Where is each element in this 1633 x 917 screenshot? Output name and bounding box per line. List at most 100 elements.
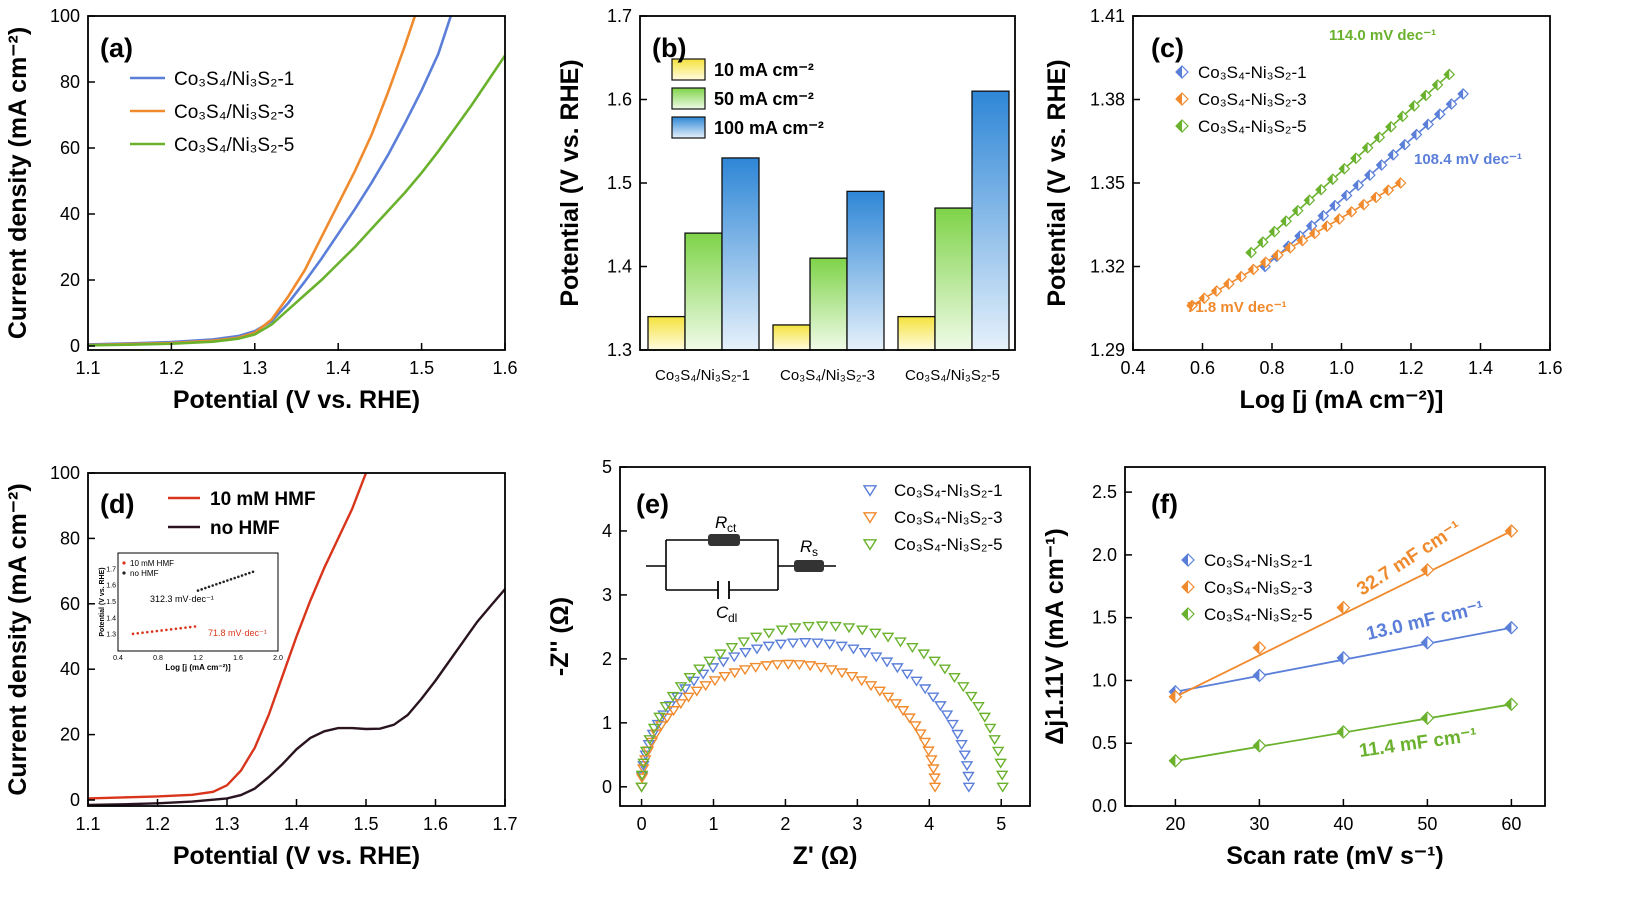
d-inset-point <box>196 589 200 592</box>
c-marker <box>1431 79 1444 91</box>
c-xtick-label: 0.8 <box>1259 358 1284 378</box>
c-marker <box>1345 205 1358 218</box>
f-marker-fill <box>1169 690 1176 703</box>
f-legend-marker-fill <box>1182 554 1188 566</box>
c-marker-fill <box>1236 271 1242 282</box>
d-inset-point <box>222 580 225 584</box>
e-marker <box>636 764 650 775</box>
b-bar <box>772 324 811 351</box>
d-ytick-label: 60 <box>60 594 80 614</box>
c-marker-fill <box>1434 109 1440 120</box>
c-marker <box>1303 194 1316 207</box>
c-marker-fill <box>1272 250 1278 261</box>
e-marker <box>894 637 907 648</box>
e-legend-marker <box>862 539 878 551</box>
e-marker <box>994 758 1007 769</box>
e-marker <box>660 713 674 724</box>
c-marker <box>1186 299 1198 312</box>
c-marker <box>1364 169 1376 181</box>
c-marker <box>1268 225 1281 238</box>
f-marker <box>1420 563 1435 577</box>
f-marker-fill <box>1337 601 1344 614</box>
c-marker-fill <box>1458 88 1464 99</box>
f-marker-fill <box>1337 651 1344 664</box>
f-marker-fill <box>1421 636 1428 649</box>
c-legend-marker-fill <box>1176 120 1182 132</box>
b-bar <box>846 190 885 351</box>
e-marker <box>869 628 882 639</box>
e-marker <box>896 706 910 717</box>
c-marker <box>1408 100 1421 112</box>
f-marker-fill <box>1169 754 1176 767</box>
f-marker <box>1336 600 1351 615</box>
e-marker <box>774 639 788 650</box>
e-marker <box>996 782 1009 793</box>
f-marker <box>1168 753 1183 768</box>
d-ytick-label: 0 <box>70 790 80 810</box>
e-marker <box>653 712 666 723</box>
e-marker <box>802 621 815 632</box>
c-slope-label: 114.0 mV dec⁻¹ <box>1329 27 1436 44</box>
c-marker-fill <box>1199 293 1205 304</box>
c-marker <box>1326 173 1339 186</box>
d-xlabel: Potential (V vs. RHE) <box>173 842 420 870</box>
c-marker-fill <box>1260 257 1266 268</box>
c-marker-fill <box>1339 163 1345 174</box>
e-marker <box>798 638 812 649</box>
e-marker <box>845 671 859 682</box>
f-ytick-label: 1.5 <box>1092 608 1117 628</box>
c-marker <box>1291 204 1304 217</box>
b-legend-swatch <box>671 58 706 81</box>
d-xtick-label: 1.4 <box>284 814 309 834</box>
e-legend-marker <box>862 485 878 497</box>
c-marker <box>1338 162 1351 175</box>
f-marker-fill <box>1505 621 1512 634</box>
e-marker <box>925 755 938 766</box>
e-marker <box>960 761 974 772</box>
e-marker <box>842 623 856 634</box>
c-xtick-label: 0.6 <box>1190 358 1215 378</box>
d-xtick-label: 1.3 <box>214 814 239 834</box>
e-legend-marker <box>862 512 878 524</box>
e-marker <box>962 771 975 782</box>
e-xtick-label: 3 <box>852 814 862 834</box>
e-marker <box>699 681 712 692</box>
e-legend-label: Co₃S₄-Ni₃S₂-5 <box>894 535 1003 554</box>
f-marker <box>1420 635 1435 650</box>
b-bar <box>971 90 1010 351</box>
e-marker <box>750 644 764 655</box>
e-marker <box>906 643 919 654</box>
c-legend-marker <box>1175 119 1189 133</box>
c-marker <box>1457 88 1469 100</box>
e-marker <box>749 632 763 643</box>
e-circuit-rct <box>708 534 740 546</box>
e-ytick-label: 4 <box>602 521 612 541</box>
e-marker <box>814 662 828 673</box>
c-marker-fill <box>1420 90 1426 101</box>
b-ylabel: Potential (V vs. RHE) <box>556 59 584 306</box>
c-marker-fill <box>1358 199 1364 210</box>
e-xtick-label: 4 <box>924 814 934 834</box>
c-marker-fill <box>1364 170 1370 181</box>
e-marker <box>635 782 648 793</box>
a-panel-label: (a) <box>100 33 133 63</box>
e-marker <box>635 770 649 781</box>
c-ytick-label: 1.29 <box>1090 340 1125 360</box>
f-marker-fill <box>1337 725 1344 738</box>
e-marker <box>825 665 838 676</box>
e-ytick-label: 3 <box>602 585 612 605</box>
a-ytick-label: 0 <box>70 336 80 356</box>
c-marker <box>1308 227 1321 240</box>
e-marker <box>965 691 978 702</box>
c-marker <box>1396 110 1409 123</box>
e-marker <box>991 746 1005 757</box>
e-marker <box>674 682 688 693</box>
e-marker <box>682 692 695 703</box>
d-ytick-label: 20 <box>60 725 80 745</box>
f-legend-marker <box>1181 553 1195 567</box>
d-legend-label: 10 mM HMF <box>210 489 316 510</box>
c-marker <box>1340 189 1353 202</box>
d-inset-point <box>226 579 229 582</box>
e-marker <box>869 652 883 663</box>
